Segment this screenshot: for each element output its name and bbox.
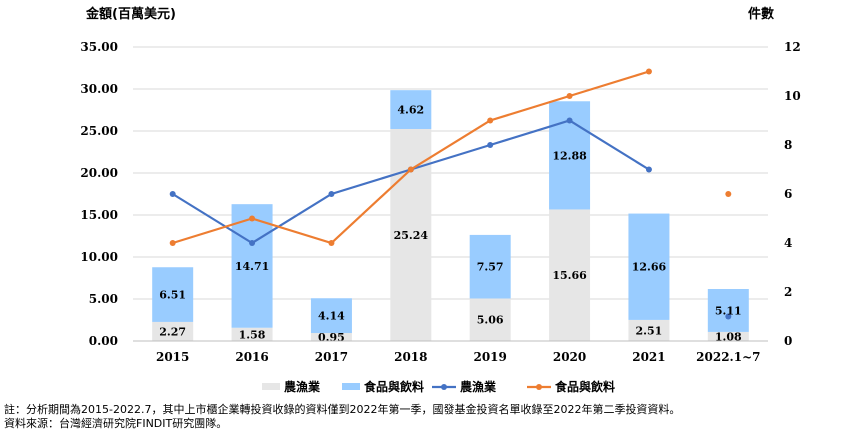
- line-point-0-6: [645, 166, 652, 173]
- bar-series: [152, 90, 749, 341]
- line-point-1-6: [645, 68, 652, 75]
- y-right-tick-label: 6: [784, 187, 792, 201]
- bar-food-0: [152, 267, 194, 322]
- y-left-tick-label: 35.00: [80, 40, 118, 54]
- line-point-1-2: [328, 240, 335, 246]
- line-point-0-1: [249, 240, 256, 246]
- x-tick-label: 2015: [156, 350, 189, 364]
- line-point-1-3: [407, 166, 414, 173]
- label-agri-7: 1.08: [715, 330, 742, 343]
- y-left-tick-label: 20.00: [80, 166, 118, 180]
- label-food-7: 5.11: [715, 304, 742, 317]
- label-agri-0: 2.27: [159, 325, 186, 338]
- y-right-tick-label: 4: [784, 236, 792, 250]
- x-tick-label: 2018: [394, 350, 427, 364]
- line-point-0-0: [169, 191, 176, 197]
- legend-swatch-1: [342, 383, 360, 390]
- label-agri-3: 25.24: [394, 229, 429, 242]
- legend-marker-2: [441, 384, 447, 390]
- label-food-6: 12.66: [632, 261, 667, 274]
- line-point-1-4: [487, 117, 494, 124]
- grid-lines: [133, 46, 768, 342]
- label-food-2: 4.14: [318, 310, 345, 323]
- line-series: [169, 68, 732, 320]
- y-left-tick-label: 5.00: [89, 292, 118, 306]
- legend-label-0: 農漁業: [284, 379, 321, 394]
- bar-agri-1: [231, 327, 273, 341]
- bar-food-2: [310, 298, 352, 334]
- y-left-tick-label: 0.00: [89, 334, 118, 348]
- line-point-1-5: [566, 93, 573, 99]
- x-tick-label: 2020: [553, 350, 586, 364]
- label-agri-6: 2.51: [636, 324, 663, 337]
- label-food-3: 4.62: [397, 104, 424, 117]
- y-right-tick-label: 10: [784, 89, 801, 103]
- line-point-1-0: [169, 240, 176, 246]
- x-tick-label: 2017: [315, 350, 348, 364]
- x-tick-label: 2016: [235, 350, 268, 364]
- label-food-4: 7.57: [477, 261, 504, 274]
- label-food-1: 14.71: [235, 260, 269, 273]
- bar-food-4: [469, 234, 511, 299]
- x-tick-label: 2021: [632, 350, 665, 364]
- bar-food-1: [231, 204, 273, 328]
- bar-agri-4: [469, 298, 511, 341]
- combo-chart: 2.27 6.51 1.58 14.71 0.95 4.14 25.24 4.62 5.06 7.…: [80, 40, 800, 394]
- axes: 0.00 5.00 10.00 15.00 20.00 25.00 30.00 35.00 0 2…: [80, 40, 800, 364]
- y-left-tick-label: 10.00: [80, 250, 118, 264]
- bar-agri-7: [707, 331, 749, 341]
- bar-food-6: [628, 213, 670, 320]
- y-right-tick-label: 0: [784, 334, 792, 348]
- data-labels: 2.27 6.51 1.58 14.71 0.95 4.14 25.24 4.62 5.06 7.…: [159, 104, 742, 344]
- line-point-1-1: [249, 215, 256, 222]
- bar-agri-0: [152, 321, 194, 341]
- bar-food-3: [390, 90, 432, 129]
- right-axis-title: 件數: [748, 7, 775, 22]
- line-point-1-7: [725, 191, 732, 197]
- legend: 農漁業 食品與飲料 農漁業 食品與飲料: [262, 379, 615, 394]
- y-left-tick-label: 25.00: [80, 124, 118, 138]
- y-right-tick-label: 8: [784, 138, 792, 152]
- bar-agri-2: [310, 333, 352, 341]
- y-left-tick-label: 30.00: [80, 82, 118, 96]
- line-point-0-4: [487, 142, 494, 148]
- bar-food-7: [707, 289, 749, 332]
- label-agri-2: 0.95: [318, 331, 345, 344]
- bar-agri-5: [549, 209, 591, 341]
- legend-label-1: 食品與飲料: [363, 379, 424, 394]
- footnote: 註：分析期間為2015-2022.7，其中上市櫃企業轉投資收錄的資料僅到2022…: [4, 403, 681, 416]
- label-food-5: 12.88: [552, 149, 587, 162]
- y-right-tick-label: 12: [784, 40, 801, 54]
- x-tick-label: 2022.1~7: [696, 350, 760, 364]
- y-right-tick-label: 2: [784, 285, 792, 299]
- line-point-0-7: [725, 313, 732, 320]
- legend-label-3: 食品與飲料: [554, 379, 615, 394]
- legend-label-2: 農漁業: [460, 379, 497, 394]
- x-tick-label: 2019: [473, 350, 506, 364]
- label-food-0: 6.51: [159, 289, 186, 302]
- left-axis-title: 金額(百萬美元): [86, 7, 176, 22]
- bar-agri-6: [628, 319, 670, 341]
- label-agri-5: 15.66: [552, 269, 587, 282]
- line-point-0-5: [566, 117, 573, 124]
- label-agri-4: 5.06: [477, 314, 504, 327]
- label-agri-1: 1.58: [239, 328, 266, 341]
- line-point-0-2: [328, 191, 335, 197]
- legend-swatch-0: [262, 383, 280, 390]
- legend-marker-3: [536, 384, 542, 390]
- y-left-tick-label: 15.00: [80, 208, 118, 222]
- source-note: 資料來源：台灣經濟研究院FINDIT研究團隊。: [4, 417, 228, 430]
